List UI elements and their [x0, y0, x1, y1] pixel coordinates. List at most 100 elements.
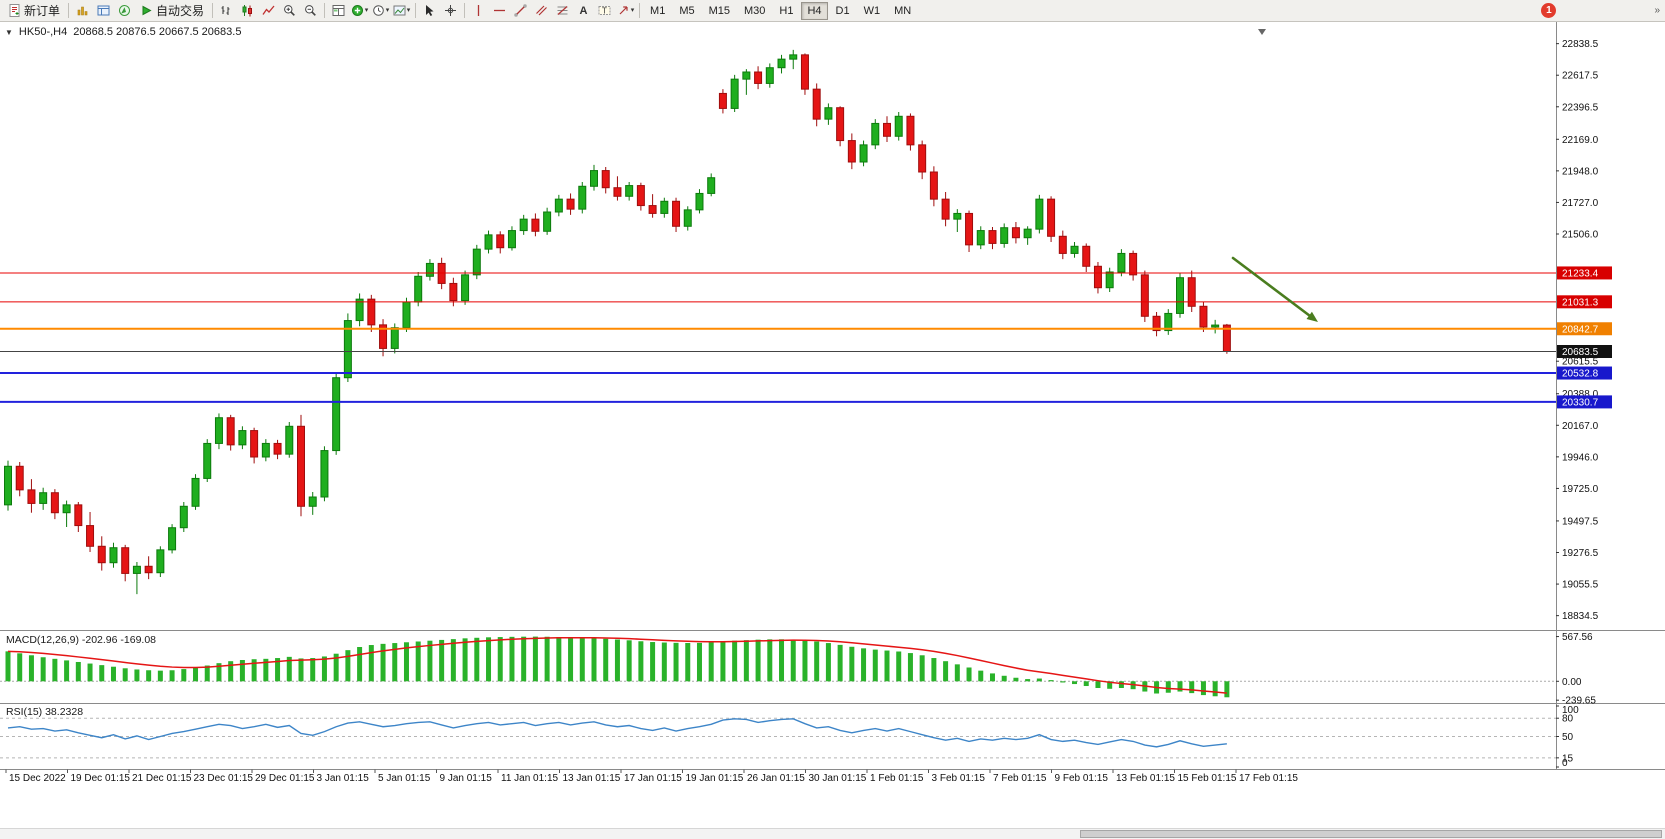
timeframe-button-d1[interactable]: D1 — [835, 4, 850, 17]
price-badge — [1557, 366, 1612, 380]
zoom-out-icon — [305, 5, 316, 16]
candle-body — [1011, 227, 1020, 239]
svg-text:T: T — [602, 6, 607, 15]
candle-body — [97, 545, 106, 564]
svg-text:1 Feb 01:15: 1 Feb 01:15 — [870, 773, 924, 784]
fibonacci-button[interactable] — [552, 1, 573, 21]
candle-body — [1105, 271, 1114, 289]
svg-text:19946.0: 19946.0 — [1562, 452, 1599, 463]
periods-clock-button[interactable]: ▾ — [370, 1, 391, 21]
candle-body — [484, 234, 493, 250]
text-button[interactable]: A — [573, 1, 594, 21]
candles-layer — [4, 49, 1231, 595]
chart-shift-marker — [1258, 29, 1266, 35]
market-watch-button[interactable] — [72, 1, 93, 21]
candle-body — [402, 301, 411, 329]
candlestick-chart-button[interactable] — [237, 1, 258, 21]
cursor-icon — [426, 5, 434, 16]
candle-body — [683, 209, 692, 227]
candle-body — [156, 549, 165, 574]
candle-body — [1129, 252, 1138, 276]
notification-badge[interactable]: 1 — [1541, 3, 1557, 18]
tile-windows-icon — [332, 5, 345, 16]
candle-body — [636, 185, 645, 207]
template-button[interactable]: ▾ — [391, 1, 412, 21]
label-button[interactable]: T — [594, 1, 615, 21]
svg-text:22396.5: 22396.5 — [1562, 102, 1599, 113]
svg-text:80: 80 — [1562, 714, 1574, 725]
line-chart-button[interactable] — [258, 1, 279, 21]
date-axis: 15 Dec 2022 19 Dec 01:15 21 Dec 01:15 23 De… — [5, 769, 1298, 784]
timeframe-button-w1[interactable]: W1 — [863, 4, 881, 17]
candle-body — [86, 525, 95, 547]
indicators-button[interactable]: ▾ — [349, 1, 370, 21]
candle-body — [449, 282, 458, 302]
svg-text:19725.0: 19725.0 — [1562, 484, 1599, 495]
candle-body — [1093, 265, 1102, 289]
svg-text:3 Feb 01:15: 3 Feb 01:15 — [932, 773, 986, 784]
bar-chart-button[interactable] — [216, 1, 237, 21]
autotrading-button[interactable]: 自动交易 — [135, 1, 209, 21]
tile-windows-button[interactable] — [328, 1, 349, 21]
candle-body — [1187, 277, 1196, 307]
vertical-line-button[interactable] — [468, 1, 489, 21]
scrollbar-thumb[interactable] — [1080, 830, 1662, 838]
candle-body — [132, 565, 141, 574]
channel-button[interactable] — [531, 1, 552, 21]
svg-text:20330.7: 20330.7 — [1562, 397, 1599, 408]
horizontal-scrollbar[interactable] — [0, 828, 1665, 839]
chart-ohlc-values: 20868.5 20876.5 20667.5 20683.5 — [73, 26, 242, 38]
candle-body — [554, 198, 563, 213]
chart-canvas[interactable]: 22838.5 22617.5 22396.5 22169.0 21948.0 21727… — [0, 22, 1665, 839]
line-chart-icon — [262, 5, 275, 15]
timeframe-button-m5[interactable]: M5 — [679, 4, 695, 17]
price-badges: 21233.4 21031.3 20842.7 20683.5 20532.8 20330… — [1557, 266, 1612, 409]
timeframe-button-h1[interactable]: H1 — [779, 4, 794, 17]
timeframe-button-h4[interactable]: H4 — [801, 1, 828, 20]
cursor-button[interactable] — [419, 1, 440, 21]
svg-text:21727.0: 21727.0 — [1562, 198, 1599, 209]
crosshair-button[interactable] — [440, 1, 461, 21]
svg-text:17 Jan 01:15: 17 Jan 01:15 — [624, 773, 682, 784]
timeframe-button-m30[interactable]: M30 — [744, 4, 766, 17]
candle-body — [730, 78, 739, 109]
price-badge — [1557, 322, 1612, 336]
candle-body — [1140, 274, 1149, 317]
svg-text:20532.8: 20532.8 — [1562, 369, 1599, 380]
candle-body — [906, 115, 915, 146]
candle-body — [50, 492, 59, 514]
navigator-button[interactable] — [114, 1, 135, 21]
horizontal-line-button[interactable] — [489, 1, 510, 21]
svg-text:20842.7: 20842.7 — [1562, 324, 1599, 335]
candle-body — [707, 177, 716, 194]
toolbar-overflow-icon[interactable]: » — [1654, 5, 1660, 16]
timeframe-button-m1[interactable]: M1 — [650, 4, 666, 17]
data-window-button[interactable] — [93, 1, 114, 21]
candle-body — [27, 489, 36, 504]
new-order-button[interactable]: 新订单 — [3, 1, 65, 21]
navigator-icon — [119, 5, 131, 16]
trendline-button[interactable] — [510, 1, 531, 21]
chart-symbol-period: HK50-,H4 — [18, 26, 68, 38]
candle-body — [590, 170, 598, 187]
candle-body — [1023, 228, 1032, 239]
candle-body — [941, 198, 950, 220]
arrows-button[interactable]: ▾ — [615, 1, 636, 21]
one-click-trading-toggle[interactable]: ▼ — [5, 27, 13, 37]
zoom-out-button[interactable] — [300, 1, 321, 21]
panel-frame — [0, 22, 1665, 770]
svg-text:567.56: 567.56 — [1562, 632, 1593, 643]
timeframe-button-m15[interactable]: M15 — [708, 4, 730, 17]
price-badge — [1557, 266, 1612, 280]
new-order-icon — [9, 4, 20, 17]
hlines-layer — [0, 272, 1556, 403]
candle-body — [836, 107, 845, 142]
candle-body — [367, 298, 376, 326]
candle-body — [883, 122, 891, 137]
chart-header: ▼ HK50-,H4 20868.5 20876.5 20667.5 20683… — [5, 26, 241, 38]
zoom-in-button[interactable] — [279, 1, 300, 21]
timeframe-button-mn[interactable]: MN — [894, 4, 912, 17]
candle-body — [379, 324, 388, 349]
svg-text:5 Jan 01:15: 5 Jan 01:15 — [378, 773, 431, 784]
svg-text:50: 50 — [1562, 732, 1574, 743]
